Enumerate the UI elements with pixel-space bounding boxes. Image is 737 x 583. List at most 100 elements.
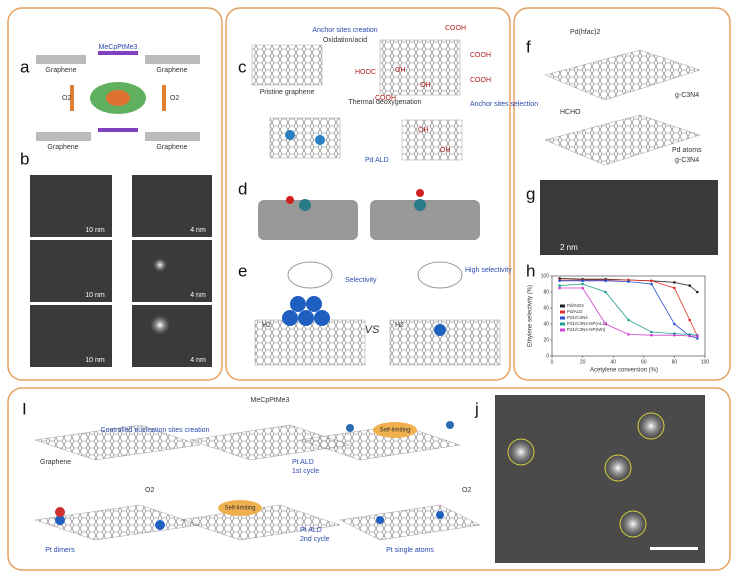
arrow bbox=[98, 51, 138, 55]
bubble bbox=[417, 261, 463, 289]
label: Pd ALD bbox=[365, 157, 389, 164]
label: O2 bbox=[462, 487, 471, 494]
legend-swatch bbox=[560, 310, 565, 314]
panel-label: e bbox=[238, 261, 247, 280]
label: COOH bbox=[470, 52, 491, 59]
self-limiting-tag bbox=[373, 422, 417, 438]
panel-label: f bbox=[526, 37, 531, 56]
scale-bar: 10 nm bbox=[85, 227, 105, 234]
panel-label: c bbox=[238, 57, 247, 76]
atom bbox=[314, 310, 330, 326]
panel-label: I bbox=[22, 399, 27, 418]
scale-bar: 4 nm bbox=[190, 227, 206, 234]
arrow bbox=[162, 85, 166, 111]
label: Pd atoms bbox=[672, 147, 702, 154]
graphene bbox=[269, 117, 341, 159]
atom bbox=[155, 520, 165, 530]
y-tick-label: 20 bbox=[543, 337, 549, 343]
atom bbox=[416, 189, 424, 197]
point bbox=[604, 279, 607, 283]
point bbox=[558, 284, 561, 287]
atom-circle bbox=[507, 438, 535, 466]
scale-bar: 10 nm bbox=[85, 357, 105, 364]
scale-bar: 4 nm bbox=[190, 357, 206, 364]
point bbox=[627, 318, 630, 322]
arrow bbox=[98, 128, 138, 132]
legend-label: Pd/ALD bbox=[567, 309, 583, 314]
x-tick-label: 60 bbox=[641, 359, 647, 365]
legend-label: Pd1/C3N4-NP(ALD) bbox=[567, 321, 608, 326]
substrate bbox=[145, 55, 200, 64]
graphene bbox=[339, 504, 481, 541]
graphene bbox=[34, 424, 201, 461]
molecule bbox=[258, 200, 358, 240]
point bbox=[650, 279, 653, 283]
point bbox=[604, 290, 607, 294]
label: COOH bbox=[375, 95, 396, 102]
y-axis-label: Ethylene selectivity (%) bbox=[528, 285, 534, 347]
label: Graphene bbox=[156, 67, 187, 74]
legend-swatch bbox=[560, 316, 565, 320]
atom-spot bbox=[153, 258, 167, 272]
point bbox=[673, 333, 676, 337]
graphene bbox=[254, 319, 366, 366]
point bbox=[581, 279, 584, 283]
series-line bbox=[559, 283, 698, 336]
point bbox=[673, 322, 676, 326]
graphene bbox=[544, 114, 701, 166]
tem-image bbox=[132, 175, 212, 237]
scale-bar: 4 nm bbox=[190, 292, 206, 299]
label: Oxidation/acid bbox=[323, 37, 367, 44]
label: HCHO bbox=[560, 109, 581, 116]
label: COOH bbox=[470, 77, 491, 84]
label: Anchor sites creation bbox=[312, 27, 377, 34]
panel-label: g bbox=[526, 184, 535, 203]
atom bbox=[346, 424, 354, 432]
label: OH bbox=[440, 147, 451, 154]
label: Pt ALD bbox=[300, 527, 322, 534]
label: OH bbox=[395, 67, 406, 74]
atom bbox=[286, 196, 294, 204]
point bbox=[688, 318, 691, 322]
x-tick-label: 20 bbox=[580, 359, 586, 365]
atom bbox=[285, 130, 295, 140]
label: Self-limiting bbox=[379, 428, 410, 434]
label: OH bbox=[418, 127, 429, 134]
x-tick-label: 100 bbox=[701, 359, 710, 365]
substrate bbox=[36, 55, 86, 64]
legend-swatch bbox=[560, 322, 565, 326]
y-tick-label: 80 bbox=[543, 289, 549, 295]
legend-label: Pd1/C3N4 bbox=[567, 315, 588, 320]
point bbox=[558, 279, 561, 283]
point bbox=[696, 334, 699, 338]
label: Pristine graphene bbox=[260, 89, 315, 96]
label: g-C3N4 bbox=[675, 92, 699, 99]
point bbox=[650, 282, 653, 286]
label: Selectivity bbox=[345, 277, 377, 284]
atom-circle bbox=[604, 454, 632, 482]
panel-label: d bbox=[238, 179, 247, 198]
atom bbox=[436, 511, 444, 519]
atom-spot bbox=[150, 315, 170, 335]
label: HOOC bbox=[355, 69, 376, 76]
atom-circle bbox=[619, 510, 647, 538]
point bbox=[696, 290, 699, 294]
tem-image bbox=[30, 240, 112, 302]
label: Graphene bbox=[156, 144, 187, 151]
label: H2 bbox=[262, 322, 271, 329]
substrate bbox=[36, 132, 91, 141]
point bbox=[558, 286, 561, 290]
graphene bbox=[401, 119, 463, 161]
label: MeCpPtMe3 bbox=[99, 44, 138, 51]
tem-image bbox=[132, 305, 212, 367]
label: Graphene bbox=[45, 67, 76, 74]
tem-image bbox=[132, 240, 212, 302]
y-tick-label: 40 bbox=[543, 321, 549, 327]
graphene bbox=[544, 49, 701, 101]
label: g-C3N4 bbox=[675, 157, 699, 164]
series-line bbox=[559, 287, 698, 337]
tem-image bbox=[30, 175, 112, 237]
arrow bbox=[70, 85, 74, 111]
y-tick-label: 0 bbox=[546, 353, 549, 359]
atom bbox=[414, 199, 426, 211]
